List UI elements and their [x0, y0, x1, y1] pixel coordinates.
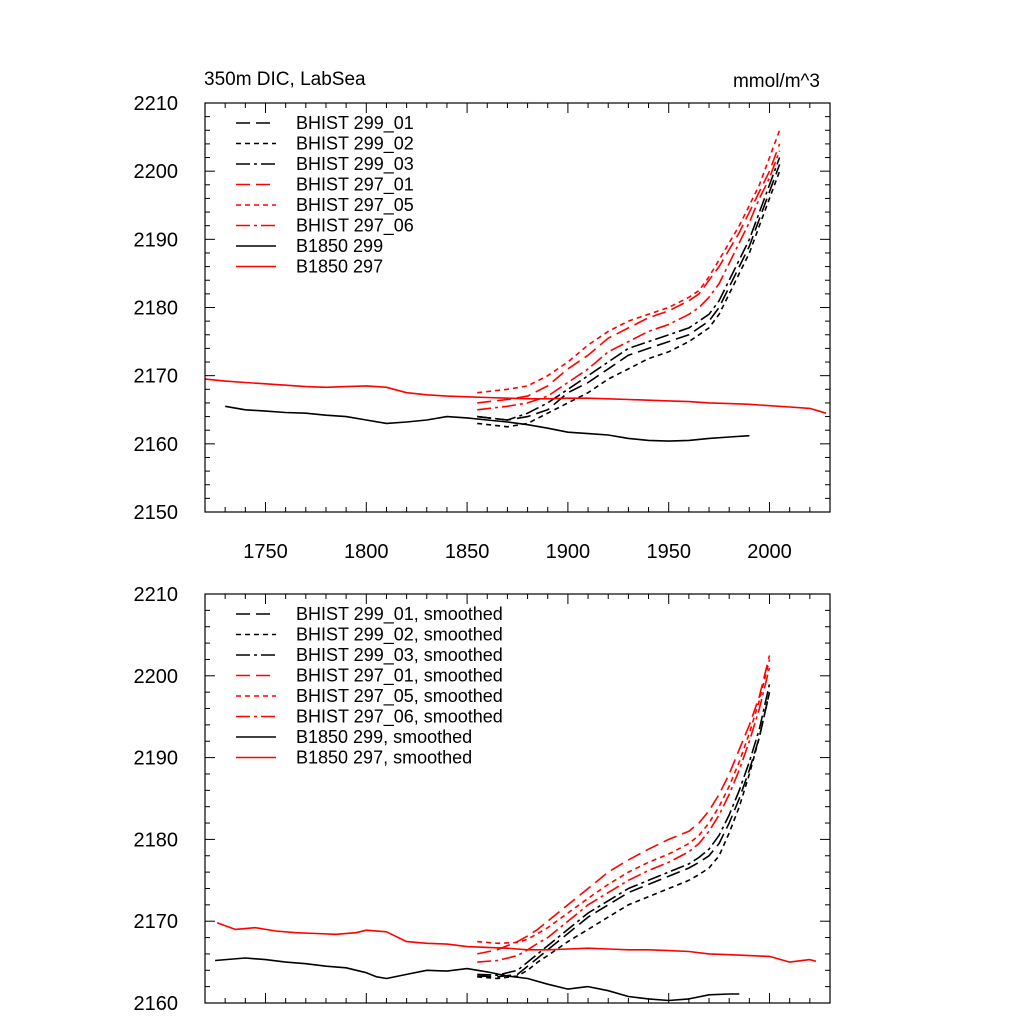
- top-series-line-2: [477, 157, 781, 421]
- top-y-tick-label: 2200: [134, 161, 179, 183]
- top-legend-label-3: BHIST 297_01: [296, 175, 414, 196]
- top-series-line-3: [477, 143, 781, 404]
- top-x-tick-label: 1750: [243, 541, 288, 563]
- bottom-series-line-4: [477, 659, 771, 945]
- bottom-legend-label-0: BHIST 299_01, smoothed: [296, 604, 503, 625]
- bottom-y-tick-label: 2160: [134, 993, 179, 1015]
- bottom-y-tick-label: 2180: [134, 829, 179, 851]
- bottom-legend-label-6: B1850 299, smoothed: [296, 727, 472, 747]
- top-y-tick-label: 2170: [134, 366, 179, 388]
- bottom-legend-label-1: BHIST 299_02, smoothed: [296, 625, 503, 646]
- top-legend-label-4: BHIST 297_05: [296, 195, 414, 216]
- top-y-tick-label: 2160: [134, 434, 179, 456]
- top-series-group: [205, 130, 827, 442]
- bottom-series-line-6: [215, 957, 740, 1002]
- bottom-legend-label-4: BHIST 297_05, smoothed: [296, 686, 503, 707]
- units-label: mmol/m^3: [733, 71, 820, 92]
- top-y-tick-label: 2150: [134, 502, 179, 524]
- bottom-y-tick-label: 2170: [134, 911, 179, 933]
- top-panel: 2150 2160 2170 2180 2190 2200 2210 1750 1800 1850…: [134, 93, 831, 563]
- bottom-series-line-7: [216, 922, 817, 963]
- top-x-tick-label: 1850: [445, 541, 490, 563]
- bottom-series-group: [215, 655, 817, 1002]
- bottom-legend-label-3: BHIST 297_01, smoothed: [296, 666, 503, 687]
- top-series-line-5: [477, 150, 781, 411]
- top-legend-label-0: BHIST 299_01: [296, 113, 414, 134]
- top-x-tick-label: 1800: [344, 541, 389, 563]
- bottom-plot-frame: [204, 593, 831, 1004]
- top-series-line-0: [477, 164, 781, 421]
- bottom-series-line-2: [477, 683, 771, 977]
- top-legend-label-2: BHIST 299_03: [296, 154, 414, 175]
- top-legend-label-1: BHIST 299_02: [296, 134, 414, 155]
- top-x-tick-label: 1900: [546, 541, 591, 563]
- top-x-tick-label: 2000: [747, 541, 792, 563]
- chart-title: 350m DIC, LabSea: [204, 69, 366, 90]
- bottom-y-tick-label: 2200: [134, 666, 179, 688]
- top-y-tick-label: 2210: [134, 93, 179, 115]
- top-legend-label-5: BHIST 297_06: [296, 216, 414, 237]
- top-y-tick-label: 2190: [134, 229, 179, 251]
- top-series-line-7: [205, 378, 827, 414]
- bottom-legend-label-2: BHIST 299_03, smoothed: [296, 645, 503, 666]
- top-legend-label-6: B1850 299: [296, 236, 383, 256]
- bottom-y-tick-label: 2190: [134, 748, 179, 770]
- bottom-legend-label-5: BHIST 297_06, smoothed: [296, 707, 503, 728]
- bottom-legend-label-7: B1850 297, smoothed: [296, 748, 472, 768]
- top-series-line-6: [225, 405, 750, 442]
- bottom-series-line-5: [477, 667, 771, 963]
- bottom-y-tick-label: 2210: [134, 584, 179, 606]
- top-series-line-4: [477, 130, 781, 394]
- top-legend-label-7: B1850 297: [296, 257, 383, 277]
- top-x-tick-label: 1950: [646, 541, 691, 563]
- bottom-series-line-3: [477, 655, 771, 955]
- bottom-series-line-1: [477, 692, 771, 980]
- bottom-panel: 2160 2170 2180 2190 2200 2210 BHIST 299_01, sm…: [134, 584, 831, 1015]
- top-series-line-1: [477, 170, 781, 428]
- top-y-tick-label: 2180: [134, 298, 179, 320]
- bottom-series-line-0: [477, 692, 771, 978]
